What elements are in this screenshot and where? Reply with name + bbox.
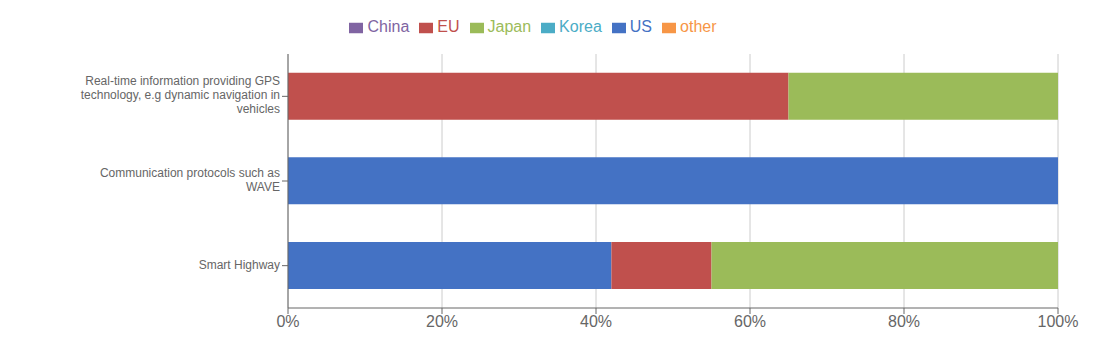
svg-text:20%: 20% [426,313,458,330]
html-text:Korea: Korea [559,18,602,35]
svg-text:0%: 0% [276,313,299,330]
svg-text:Smart Highway: Smart Highway [199,258,280,272]
svg-text:Real-time information providin: Real-time information providing GPStechn… [81,75,280,117]
html-text:Japan: Japan [487,18,532,35]
svg-text:40%: 40% [580,313,612,330]
html-text:EU: EU [437,18,460,35]
html-text:US: US [629,18,652,35]
svg-text:60%: 60% [734,313,766,330]
html-text:China: China [367,18,410,35]
html-text:other: other [680,18,717,35]
svg-text:80%: 80% [888,313,920,330]
svg-text:100%: 100% [1038,313,1079,330]
svg-text:Communication protocols such a: Communication protocols such asWAVE [100,166,280,194]
